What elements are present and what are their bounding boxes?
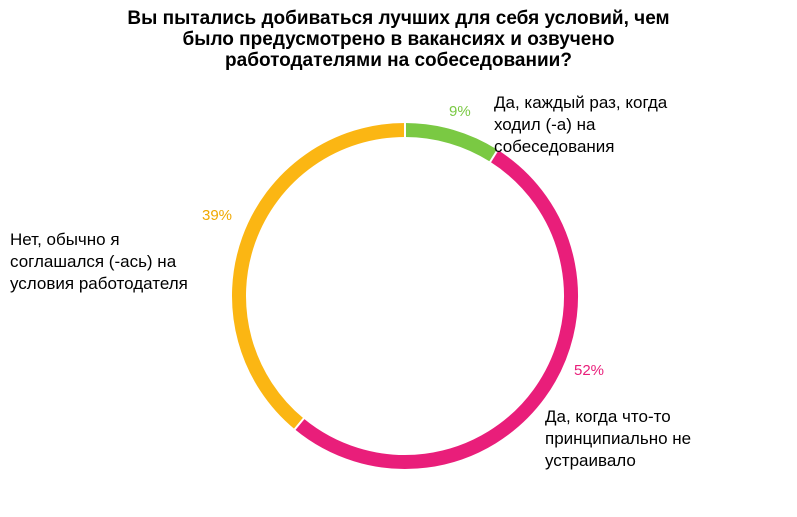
category-label-slice-1-line-3: собеседования	[494, 137, 615, 156]
category-label-slice-1: Да, каждый раз, когда ходил (-а) на собе…	[494, 92, 667, 158]
category-label-slice-1-line-2: ходил (-а) на	[494, 115, 596, 134]
slice-separator-3	[289, 412, 309, 436]
slice-separator-2	[485, 143, 503, 169]
chart-title: Вы пытались добиваться лучших для себя у…	[0, 8, 797, 71]
category-label-slice-3: Нет, обычно я соглашался (-ась) на услов…	[10, 229, 188, 295]
donut-slice-3	[232, 123, 406, 430]
donut-slice-1	[404, 123, 498, 162]
pct-label-slice-3: 39%	[202, 207, 233, 224]
category-label-slice-2-line-3: устраивало	[545, 451, 636, 470]
donut-ring	[232, 116, 578, 469]
chart-title-line-2: было предусмотрено в вакансиях и озвучен…	[182, 29, 615, 50]
chart-title-line-1: Вы пытались добиваться лучших для себя у…	[127, 8, 670, 29]
pct-label-slice-1: 9%	[449, 103, 471, 120]
category-label-slice-3-line-2: соглашался (-ась) на	[10, 252, 177, 271]
pct-label-slice-2: 52%	[574, 362, 605, 379]
category-label-slice-2-line-2: принципиально не	[545, 429, 692, 448]
chart-title-line-3: работодателями на собеседовании?	[225, 50, 572, 71]
category-label-slice-2-line-1: Да, когда что-то	[545, 407, 671, 426]
donut-slice-2	[294, 149, 578, 469]
category-label-slice-3-line-1: Нет, обычно я	[10, 230, 120, 249]
category-label-slice-2: Да, когда что-то принципиально не устраи…	[545, 406, 691, 472]
category-label-slice-1-line-1: Да, каждый раз, когда	[494, 93, 668, 112]
category-label-slice-3-line-3: условия работодателя	[10, 274, 188, 293]
